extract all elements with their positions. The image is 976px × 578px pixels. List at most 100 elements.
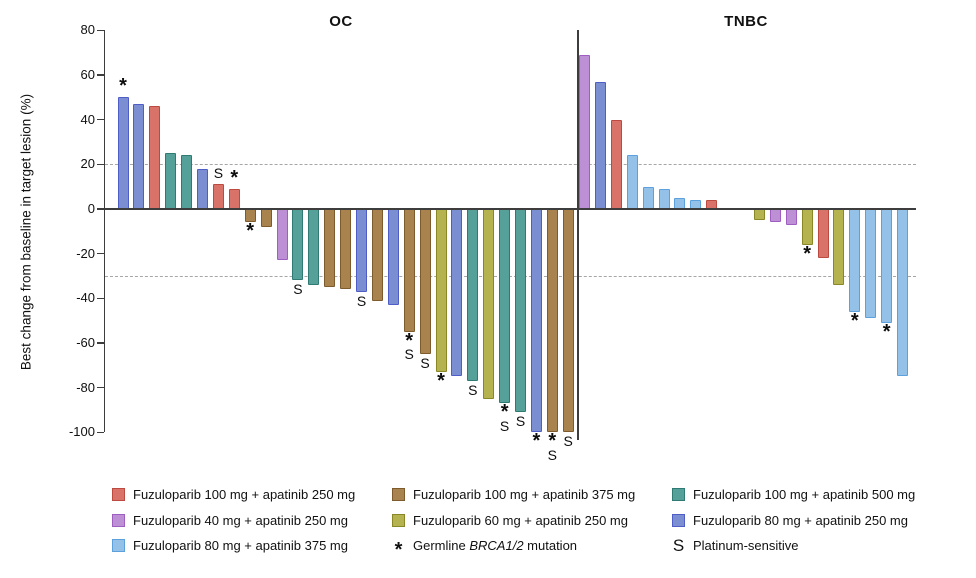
bar (849, 209, 861, 312)
bar (594, 81, 606, 209)
legend-item: Fuzuloparib 100 mg + apatinib 500 mg (672, 487, 952, 502)
brca-mutation-marker: * (882, 320, 891, 343)
bar (483, 209, 495, 399)
y-tick-mark (97, 118, 104, 121)
y-tick-label: -40 (76, 290, 95, 306)
legend-item: Fuzuloparib 40 mg + apatinib 250 mg (112, 513, 392, 528)
y-tick-label: 80 (80, 22, 95, 38)
legend-label: Fuzuloparib 80 mg + apatinib 375 mg (133, 538, 348, 554)
bar (292, 209, 304, 281)
bar (897, 209, 908, 377)
y-tick-label: 60 (80, 67, 95, 82)
y-axis-label: Best change from baseline in target lesi… (18, 93, 34, 371)
bar (499, 209, 511, 404)
bar (881, 209, 893, 323)
bar (324, 209, 336, 288)
reference-line (105, 275, 916, 277)
bar (833, 209, 845, 285)
y-tick-label: -80 (76, 379, 95, 395)
legend-item: Fuzuloparib 60 mg + apatinib 250 mg (392, 513, 672, 528)
bar (817, 209, 829, 259)
platinum-sensitive-marker: S (356, 292, 367, 309)
bar (149, 106, 161, 209)
bar (387, 209, 399, 306)
legend-swatch-teal (672, 488, 685, 502)
y-tick-mark (97, 208, 104, 210)
legend-label: Fuzuloparib 60 mg + apatinib 250 mg (413, 512, 628, 528)
brca-mutation-marker: * (803, 242, 811, 265)
brca-mutation-marker: * (246, 220, 255, 243)
platinum-sensitive-marker: S (293, 281, 303, 298)
brca-mutation-marker: * (230, 166, 239, 189)
bar (865, 209, 877, 319)
legend-swatch-lightblue (112, 539, 125, 553)
legend-label: Fuzuloparib 100 mg + apatinib 500 mg (693, 487, 916, 503)
bar (467, 209, 479, 381)
bar (356, 209, 367, 292)
platinum-sensitive-marker: S (515, 413, 526, 430)
legend: Fuzuloparib 100 mg + apatinib 250 mg Fuzu… (112, 482, 952, 561)
platinum-sensitive-marker: S (547, 446, 557, 463)
y-tick-label: -100 (68, 424, 95, 440)
bar (435, 209, 447, 373)
brca-mutation-marker: * (532, 430, 541, 453)
bar (610, 119, 622, 209)
bar (562, 209, 574, 433)
y-tick-label: 40 (80, 111, 95, 127)
brca-mutation-marker: * (437, 370, 445, 393)
bar (371, 209, 383, 301)
legend-item: Fuzuloparib 80 mg + apatinib 250 mg (672, 513, 952, 528)
platinum-sensitive-symbol: S (672, 535, 685, 555)
y-tick-label: 0 (87, 201, 95, 216)
platinum-sensitive-marker: S (499, 417, 510, 434)
brca-mutation-marker: * (850, 309, 859, 332)
y-tick-label: -60 (76, 334, 95, 350)
legend-label: Fuzuloparib 80 mg + apatinib 250 mg (693, 512, 908, 528)
legend-label: Fuzuloparib 100 mg + apatinib 375 mg (413, 487, 636, 503)
y-axis-line (103, 30, 105, 433)
y-tick-mark (97, 163, 104, 166)
panel-title-tnbc: TNBC (724, 13, 768, 30)
brca-marker-symbol: * (394, 538, 403, 561)
platinum-sensitive-marker: S (563, 433, 573, 450)
bar (579, 54, 590, 209)
brca-mutation-marker: * (119, 75, 127, 98)
platinum-sensitive-marker: S (420, 355, 430, 372)
legend-label: Platinum-sensitive (693, 538, 799, 554)
legend-swatch-red (112, 488, 125, 502)
bar (212, 184, 224, 209)
bar (451, 209, 463, 377)
bar (197, 168, 208, 209)
bar (626, 155, 638, 209)
brca-mutation-marker: * (405, 329, 414, 352)
bar (515, 209, 526, 413)
legend-item: * Germline BRCA1/2 mutation (392, 538, 672, 561)
y-tick-mark (97, 342, 104, 344)
bar (658, 188, 670, 209)
y-tick-label: -20 (76, 245, 95, 261)
legend-label: Fuzuloparib 40 mg + apatinib 250 mg (133, 512, 348, 528)
y-tick-mark (97, 431, 104, 434)
bar (181, 155, 193, 209)
legend-item: Fuzuloparib 80 mg + apatinib 375 mg (112, 538, 392, 553)
bar (785, 209, 797, 225)
legend-swatch-brown (392, 488, 405, 502)
legend-item: Fuzuloparib 100 mg + apatinib 375 mg (392, 487, 672, 502)
legend-label: Fuzuloparib 100 mg + apatinib 250 mg (133, 487, 356, 503)
bar (308, 209, 320, 285)
legend-label: Germline BRCA1/2 mutation (413, 538, 578, 554)
bar (165, 153, 177, 209)
y-tick-mark (97, 297, 104, 300)
bar (228, 188, 240, 209)
zero-line (105, 208, 916, 210)
brca-mutation-marker: * (500, 401, 509, 424)
bar (530, 209, 542, 433)
bar (340, 209, 352, 290)
y-tick-mark (97, 29, 104, 32)
panel-separator (577, 30, 579, 441)
brca-mutation-marker: * (548, 430, 557, 453)
bar (546, 209, 558, 433)
platinum-sensitive-marker: S (213, 165, 224, 182)
bar (419, 209, 431, 355)
